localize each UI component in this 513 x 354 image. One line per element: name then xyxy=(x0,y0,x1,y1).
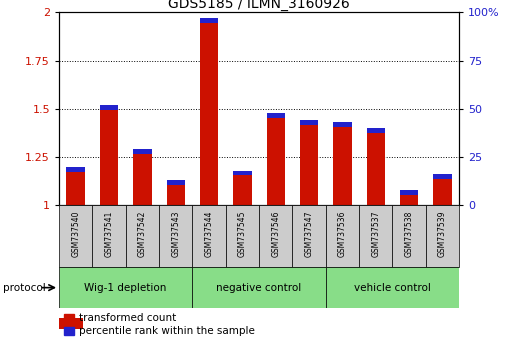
Bar xyxy=(359,205,392,267)
Bar xyxy=(267,113,285,205)
Bar xyxy=(226,205,259,267)
Bar xyxy=(67,167,85,205)
Text: GSM737545: GSM737545 xyxy=(238,210,247,257)
Text: vehicle control: vehicle control xyxy=(354,282,431,293)
Bar xyxy=(233,171,251,176)
Bar xyxy=(433,175,451,205)
Bar xyxy=(433,175,451,179)
Bar xyxy=(392,205,426,267)
Bar xyxy=(59,267,192,308)
Bar xyxy=(292,205,326,267)
Bar xyxy=(59,318,83,329)
Bar xyxy=(259,205,292,267)
Bar xyxy=(167,180,185,205)
Legend: transformed count, percentile rank within the sample: transformed count, percentile rank withi… xyxy=(64,313,254,336)
Bar xyxy=(192,205,226,267)
Bar xyxy=(192,267,326,308)
Text: GSM737540: GSM737540 xyxy=(71,210,80,257)
Bar xyxy=(333,122,351,127)
Bar xyxy=(326,267,459,308)
Bar xyxy=(159,205,192,267)
Text: GSM737536: GSM737536 xyxy=(338,210,347,257)
Bar xyxy=(59,205,92,267)
Bar xyxy=(300,120,318,125)
Text: negative control: negative control xyxy=(216,282,302,293)
Bar xyxy=(367,128,385,205)
Text: Wig-1 depletion: Wig-1 depletion xyxy=(85,282,167,293)
Text: protocol: protocol xyxy=(3,282,45,293)
Title: GDS5185 / ILMN_3160926: GDS5185 / ILMN_3160926 xyxy=(168,0,350,11)
Bar xyxy=(326,205,359,267)
Bar xyxy=(367,128,385,133)
Bar xyxy=(100,105,118,205)
Bar xyxy=(126,205,159,267)
Bar xyxy=(200,18,218,23)
Bar xyxy=(167,180,185,185)
Bar xyxy=(300,120,318,205)
Bar xyxy=(400,190,418,195)
Bar xyxy=(333,122,351,205)
Bar xyxy=(233,171,251,205)
Bar xyxy=(267,113,285,118)
Bar xyxy=(426,205,459,267)
Text: GSM737547: GSM737547 xyxy=(305,210,313,257)
Text: GSM737546: GSM737546 xyxy=(271,210,280,257)
Text: GSM737544: GSM737544 xyxy=(205,210,213,257)
Text: GSM737539: GSM737539 xyxy=(438,210,447,257)
Text: GSM737543: GSM737543 xyxy=(171,210,180,257)
Bar xyxy=(400,190,418,205)
Text: GSM737538: GSM737538 xyxy=(405,210,413,257)
Text: GSM737541: GSM737541 xyxy=(105,210,113,257)
Bar xyxy=(92,205,126,267)
Bar xyxy=(133,149,151,205)
Text: GSM737542: GSM737542 xyxy=(138,210,147,257)
Bar xyxy=(67,167,85,172)
Text: GSM737537: GSM737537 xyxy=(371,210,380,257)
Bar xyxy=(100,105,118,110)
Bar xyxy=(133,149,151,154)
Bar xyxy=(200,18,218,205)
